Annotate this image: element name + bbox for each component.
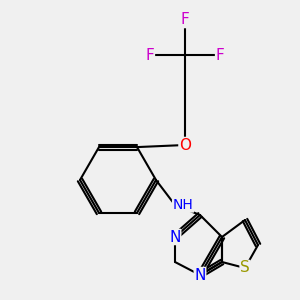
Text: S: S — [240, 260, 250, 275]
Text: F: F — [146, 47, 154, 62]
Text: NH: NH — [172, 198, 194, 212]
Text: N: N — [169, 230, 181, 244]
Text: F: F — [216, 47, 224, 62]
Text: N: N — [194, 268, 206, 283]
Text: O: O — [179, 137, 191, 152]
Text: F: F — [181, 13, 189, 28]
